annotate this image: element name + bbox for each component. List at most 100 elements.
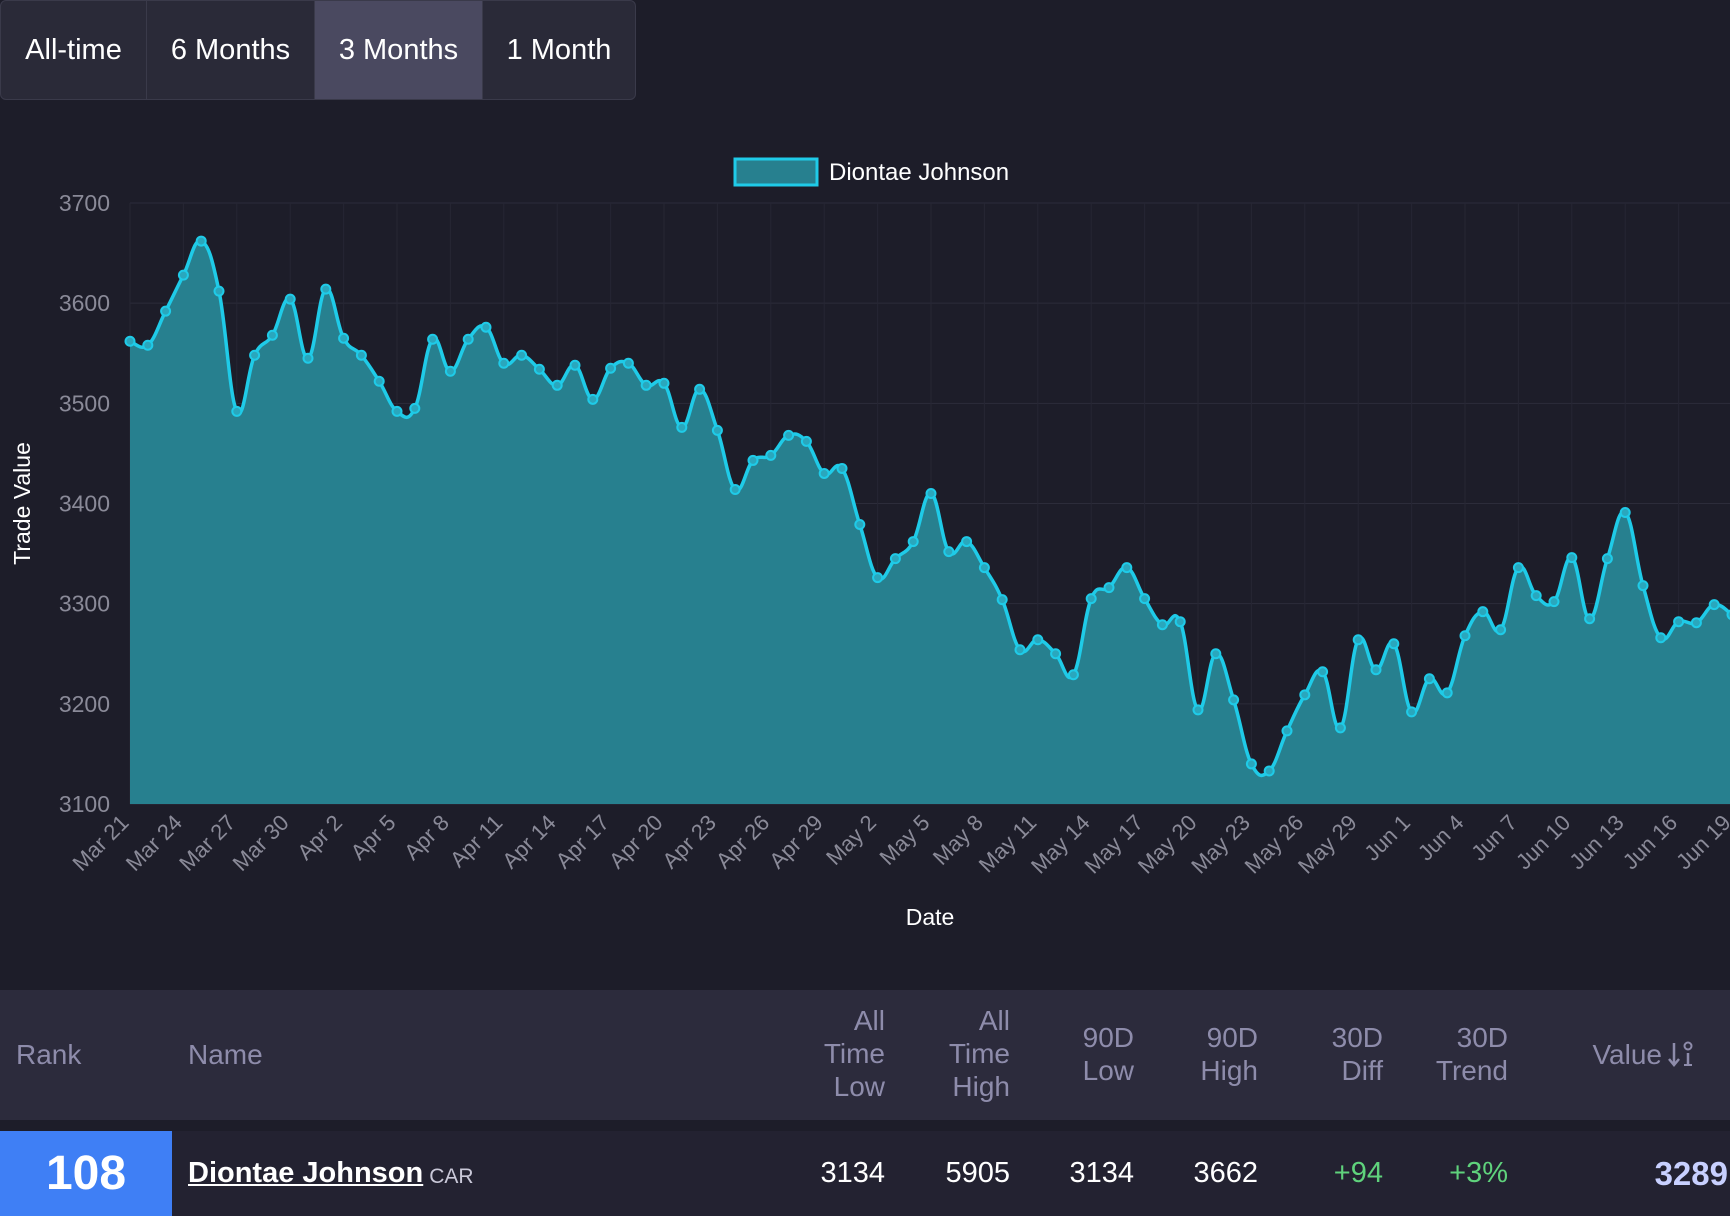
x-tick-label: Mar 21 [67,810,133,876]
x-tick-label: Apr 2 [292,810,347,865]
data-point [1174,616,1186,628]
data-point [1228,694,1240,706]
data-point [427,333,439,345]
data-point [1690,617,1702,629]
header-30d-diff[interactable]: 30D Diff [1331,1022,1383,1086]
data-point [1388,638,1400,650]
x-tick-label: Apr 29 [764,810,828,874]
data-point [1067,669,1079,681]
data-point [587,393,599,405]
data-point [1584,613,1596,625]
data-point [605,362,617,374]
x-tick-label: May 20 [1133,810,1202,879]
data-point [1441,687,1453,699]
cell-90d-low: 3134 [1069,1157,1134,1189]
x-tick-label: Apr 20 [604,810,668,874]
x-tick-label: Jun 1 [1359,810,1415,866]
x-tick-label: May 29 [1293,810,1362,879]
x-tick-label: Apr 11 [445,810,507,872]
team-label: CAR [429,1164,474,1188]
data-point [694,383,706,395]
tab-all-time[interactable]: All-time [1,1,147,99]
x-tick-label: May 14 [1026,810,1095,879]
x-tick-label: Jun 13 [1564,810,1628,874]
data-point [1281,725,1293,737]
data-point [284,293,296,305]
data-point [1050,648,1062,660]
x-tick-label: Mar 27 [174,810,240,876]
data-point [961,536,973,548]
cell-all-time-low: 3134 [820,1157,885,1189]
data-point [1210,648,1222,660]
data-point [444,365,456,377]
data-point [195,235,207,247]
header-rank[interactable]: Rank [16,1039,82,1070]
data-point [711,424,723,436]
tab-6-months[interactable]: 6 Months [147,1,315,99]
data-point [1032,634,1044,646]
data-point [1406,706,1418,718]
data-point [1103,582,1115,594]
data-point [249,349,261,361]
data-point [1477,606,1489,618]
data-point [907,536,919,548]
x-tick-label: May 23 [1186,810,1255,879]
data-point [1619,507,1631,519]
player-name-cell: Diontae Johnson CAR [188,1131,474,1216]
header-90d-high[interactable]: 90D High [1200,1022,1258,1086]
data-point [658,377,670,389]
data-point [1334,722,1346,734]
data-point [765,449,777,461]
data-point [569,359,581,371]
cell-all-time-high: 5905 [945,1157,1010,1189]
y-axis-title: Trade Value [9,442,35,565]
data-point [818,467,830,479]
x-tick-label: Apr 14 [497,810,561,874]
data-point [1370,664,1382,676]
player-name-link[interactable]: Diontae Johnson [188,1157,424,1189]
x-tick-label: May 5 [874,810,934,870]
y-tick-label: 3300 [59,591,110,617]
data-point [480,321,492,333]
header-90d-low[interactable]: 90D Low [1082,1022,1134,1086]
cell-30d-diff: +94 [1333,1157,1383,1189]
data-point [516,349,528,361]
header-all-time-high[interactable]: All Time High [948,1005,1010,1102]
data-point [1352,634,1364,646]
tab-1-month[interactable]: 1 Month [506,33,612,66]
data-point [177,269,189,281]
data-point [391,405,403,417]
x-tick-label: Apr 17 [551,810,615,874]
x-tick-label: Apr 5 [346,810,401,865]
header-all-time-low[interactable]: All Time Low [823,1005,885,1102]
sort-descending-icon[interactable] [1668,1040,1696,1070]
y-tick-label: 3200 [59,691,110,717]
x-tick-label: May 26 [1240,810,1309,879]
x-tick-label: Jun 4 [1413,810,1469,866]
data-point [373,375,385,387]
table-row[interactable]: 108 Diontae Johnson CAR 3134 5905 3134 3… [0,1131,1730,1216]
cell-90d-high: 3662 [1193,1157,1258,1189]
header-name[interactable]: Name [188,1039,263,1070]
tab-3-months[interactable]: 3 Months [315,1,483,99]
data-point [676,421,688,433]
data-point [925,487,937,499]
data-point [338,332,350,344]
data-point [943,546,955,558]
time-range-tabs: All-time 6 Months 3 Months 1 Month [0,0,636,100]
data-point [854,519,866,531]
header-30d-trend[interactable]: 30D Trend [1435,1022,1508,1086]
cell-value: 3289 [1654,1154,1728,1192]
x-tick-label: Apr 23 [657,810,721,874]
cell-30d-trend: +3% [1449,1157,1508,1189]
data-point [978,562,990,574]
data-point [1530,590,1542,602]
x-tick-label: Mar 24 [121,810,187,876]
header-value[interactable]: Value [1592,1038,1696,1071]
data-point [462,333,474,345]
data-point [124,335,136,347]
legend-label: Diontae Johnson [829,159,1009,186]
data-point [1014,644,1026,656]
data-point [302,352,314,364]
